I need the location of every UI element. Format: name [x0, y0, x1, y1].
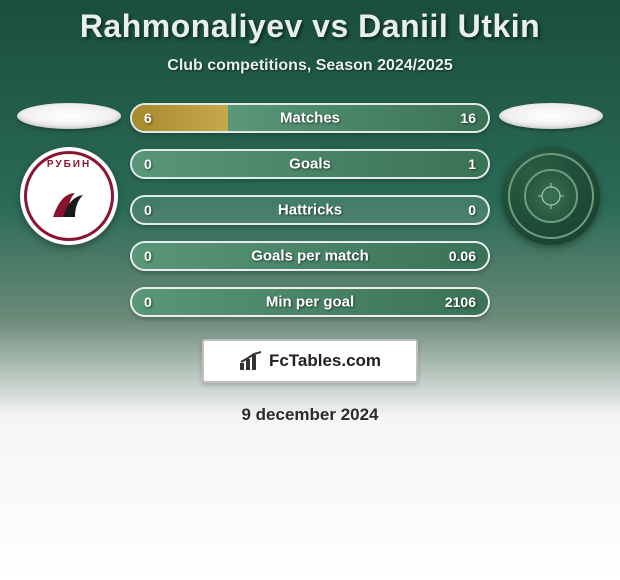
stat-value-right: 2106 [445, 294, 476, 310]
stat-label: Goals per match [251, 248, 369, 265]
stat-value-left: 0 [144, 202, 152, 218]
stat-row: 0 Min per goal 2106 [130, 287, 490, 317]
comparison-card: Rahmonaliyev vs Daniil Utkin Club compet… [0, 0, 620, 425]
badge-right-emblem-icon [532, 177, 570, 215]
snapshot-date: 9 december 2024 [0, 405, 620, 425]
stat-value-right: 1 [468, 156, 476, 172]
stat-value-right: 0.06 [449, 248, 476, 264]
badge-left-emblem-icon [47, 183, 91, 227]
stat-row: 0 Goals per match 0.06 [130, 241, 490, 271]
stat-label: Goals [289, 156, 331, 173]
stat-row: 0 Goals 1 [130, 149, 490, 179]
team-badge-left: РУБИН [20, 147, 118, 245]
stat-row: 0 Hattricks 0 [130, 195, 490, 225]
chart-icon [239, 351, 263, 371]
stat-label: Min per goal [266, 294, 354, 311]
stats-list: 6 Matches 16 0 Goals 1 0 Hattricks 0 0 Goals per m… [130, 103, 490, 317]
stat-value-right: 0 [468, 202, 476, 218]
badge-left-text: РУБИН [20, 159, 118, 170]
brand-name: FcTables.com [269, 351, 381, 371]
comparison-layout: РУБИН 6 Matches 16 0 Goals 1 0 Hattricks 0 0 Goals… [0, 103, 620, 317]
player-left-photo-placeholder [17, 103, 121, 129]
stat-value-left: 0 [144, 156, 152, 172]
stat-label: Matches [280, 110, 340, 127]
brand-attribution[interactable]: FcTables.com [202, 339, 418, 383]
page-title: Rahmonaliyev vs Daniil Utkin [0, 8, 620, 45]
stat-value-right: 16 [460, 110, 476, 126]
player-right-column [496, 103, 606, 245]
team-badge-right [502, 147, 600, 245]
stat-value-left: 0 [144, 248, 152, 264]
stat-value-left: 0 [144, 294, 152, 310]
player-left-column: РУБИН [14, 103, 124, 245]
player-right-photo-placeholder [499, 103, 603, 129]
stat-value-left: 6 [144, 110, 152, 126]
page-subtitle: Club competitions, Season 2024/2025 [0, 57, 620, 75]
stat-fill-right [228, 105, 488, 131]
stat-label: Hattricks [278, 202, 342, 219]
stat-row: 6 Matches 16 [130, 103, 490, 133]
